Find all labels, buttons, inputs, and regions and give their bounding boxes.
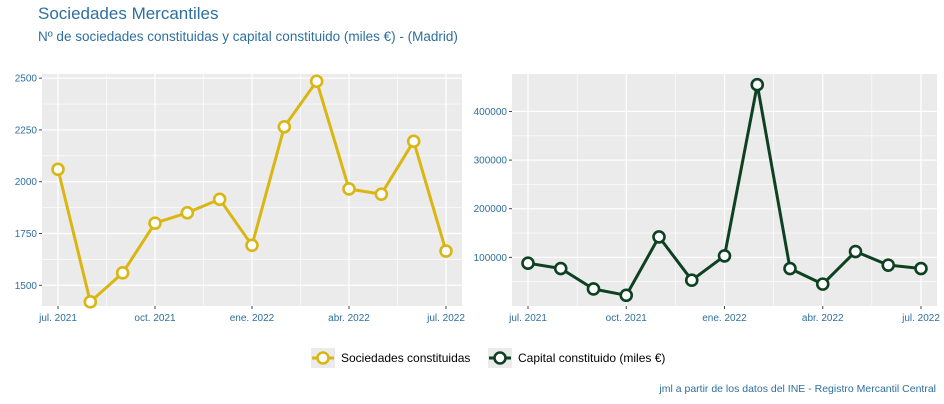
data-point (342, 182, 356, 196)
x-tick-label: jul. 2021 (38, 313, 77, 324)
data-point (148, 216, 162, 230)
x-tick-label: abr. 2022 (328, 313, 370, 324)
panel-sociedades: 1500 1750 2000 2250 2500 jul. 2021 oct. 2021 en… (15, 74, 466, 324)
data-point (406, 134, 421, 149)
x-tick-label: oct. 2021 (606, 313, 648, 324)
data-point (717, 249, 732, 263)
legend-key-marker (316, 351, 330, 365)
y-tick-label: 200000 (474, 204, 508, 215)
legend-item-capital: Capital constituido (miles €) (488, 348, 665, 368)
data-point (180, 205, 195, 220)
x-tick-label: abr. 2022 (802, 313, 844, 324)
data-point (115, 266, 130, 280)
data-point (83, 295, 98, 309)
data-point (783, 261, 797, 276)
panel-capital: 100000 200000 300000 400000 jul. 2021 oct. 20… (474, 74, 940, 324)
legend-label: Sociedades constituidas (341, 351, 470, 365)
data-point (212, 192, 227, 207)
data-point (553, 261, 568, 276)
x-tick-label: jul. 2022 (901, 313, 940, 324)
y-tick-label: 2000 (15, 177, 38, 188)
y-tick-label: 400000 (474, 107, 508, 118)
data-point (881, 258, 896, 272)
legend-key-marker (493, 351, 507, 365)
data-point (652, 230, 666, 244)
data-point (684, 273, 699, 288)
x-tick-label: ene. 2022 (230, 313, 275, 324)
legend-item-sociedades: Sociedades constituidas (311, 348, 470, 368)
x-tick-label: jul. 2021 (508, 313, 547, 324)
data-point (750, 77, 765, 92)
data-point (815, 277, 830, 291)
chart-subtitle: Nº de sociedades constituidas y capital … (38, 29, 458, 44)
source-caption: jml a partir de los datos del INE - Regi… (659, 383, 936, 395)
data-point (619, 288, 634, 303)
x-tick-label: ene. 2022 (702, 313, 747, 324)
y-tick-label: 2500 (15, 74, 38, 85)
y-tick-label: 1750 (15, 229, 38, 240)
data-point (586, 282, 601, 296)
chart-title: Sociedades Mercantiles (38, 4, 219, 23)
data-point (848, 244, 863, 259)
data-point (51, 162, 65, 177)
data-point (914, 261, 928, 276)
legend-label: Capital constituido (miles €) (518, 351, 665, 365)
y-tick-label: 1500 (15, 281, 38, 292)
y-tick-label: 300000 (474, 156, 508, 167)
data-point (374, 187, 389, 201)
data-point (309, 74, 324, 89)
y-tick-label: 100000 (474, 253, 508, 264)
data-point (245, 238, 259, 253)
data-point (521, 256, 535, 270)
data-point (277, 120, 292, 134)
data-point (439, 244, 453, 258)
x-tick-label: oct. 2021 (134, 313, 176, 324)
y-tick-label: 2250 (15, 125, 38, 136)
x-tick-label: jul. 2022 (426, 313, 465, 324)
